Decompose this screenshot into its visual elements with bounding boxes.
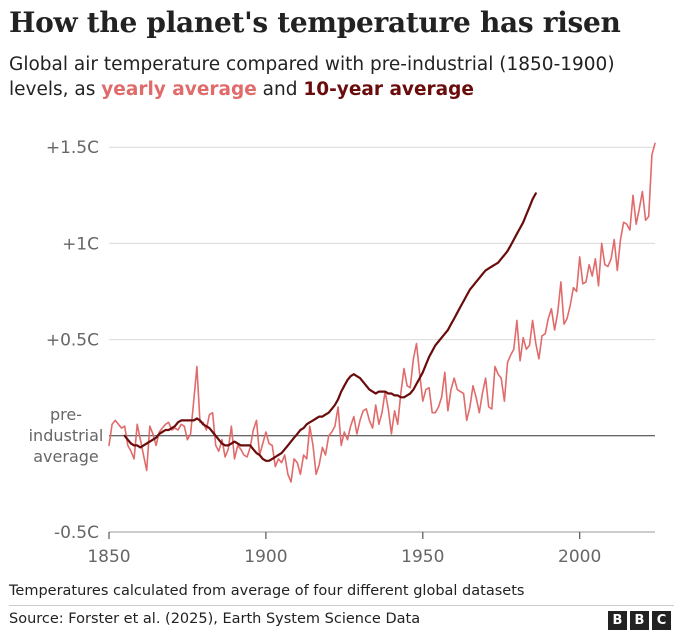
chart-note: Temperatures calculated from average of … — [9, 583, 525, 599]
chart-title: How the planet's temperature has risen — [9, 6, 621, 39]
subtitle-decadal-label: 10-year average — [303, 79, 474, 100]
yearly-average-line — [108, 142, 656, 483]
y-tick-label: +1C — [62, 234, 99, 254]
reference-label: industrial — [29, 426, 104, 445]
logo-letter: C — [652, 611, 671, 630]
subtitle-prefix: Global air temperature compared with pre… — [9, 54, 615, 100]
y-tick-label: +0.5C — [46, 331, 99, 351]
subtitle-middle: and — [256, 79, 304, 100]
reference-label: average — [33, 447, 99, 466]
reference-label: pre- — [50, 405, 82, 424]
chart-subtitle: Global air temperature compared with pre… — [9, 52, 679, 102]
x-tick-label: 2000 — [558, 547, 601, 567]
footer-divider — [9, 605, 674, 606]
x-tick-label: 1950 — [401, 547, 444, 567]
decadal-average-line — [123, 192, 537, 462]
temperature-chart: pre-industrial average +1.5C +1C +0.5C -0.5C… — [29, 138, 656, 567]
x-tick-label: 1850 — [87, 547, 130, 567]
x-tick-label: 1900 — [244, 547, 287, 567]
y-tick-label: +1.5C — [46, 138, 99, 158]
chart-source: Source: Forster et al. (2025), Earth Sys… — [9, 611, 421, 627]
y-tick-label: -0.5C — [54, 523, 99, 543]
logo-letter: B — [630, 611, 649, 630]
bbc-logo: B B C — [608, 611, 671, 630]
subtitle-yearly-label: yearly average — [101, 79, 257, 100]
logo-letter: B — [608, 611, 627, 630]
